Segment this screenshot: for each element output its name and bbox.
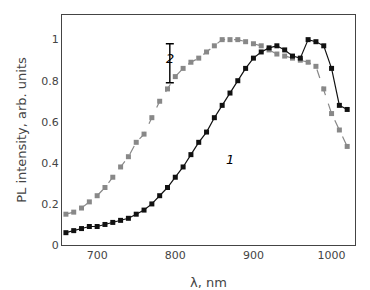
svg-text:0.2: 0.2: [41, 198, 59, 211]
svg-text:1: 1: [226, 152, 234, 167]
svg-text:0.8: 0.8: [41, 75, 59, 88]
svg-text:800: 800: [165, 249, 186, 262]
svg-text:λ, nm: λ, nm: [190, 275, 227, 290]
svg-text:0.6: 0.6: [41, 116, 59, 129]
svg-text:1: 1: [52, 33, 59, 46]
svg-text:PL intensity, arb. units: PL intensity, arb. units: [14, 57, 29, 203]
svg-text:900: 900: [243, 249, 264, 262]
svg-text:1000: 1000: [318, 249, 346, 262]
svg-text:2: 2: [166, 51, 174, 66]
svg-text:0: 0: [52, 239, 59, 252]
svg-text:700: 700: [87, 249, 108, 262]
svg-text:0.4: 0.4: [41, 157, 59, 170]
